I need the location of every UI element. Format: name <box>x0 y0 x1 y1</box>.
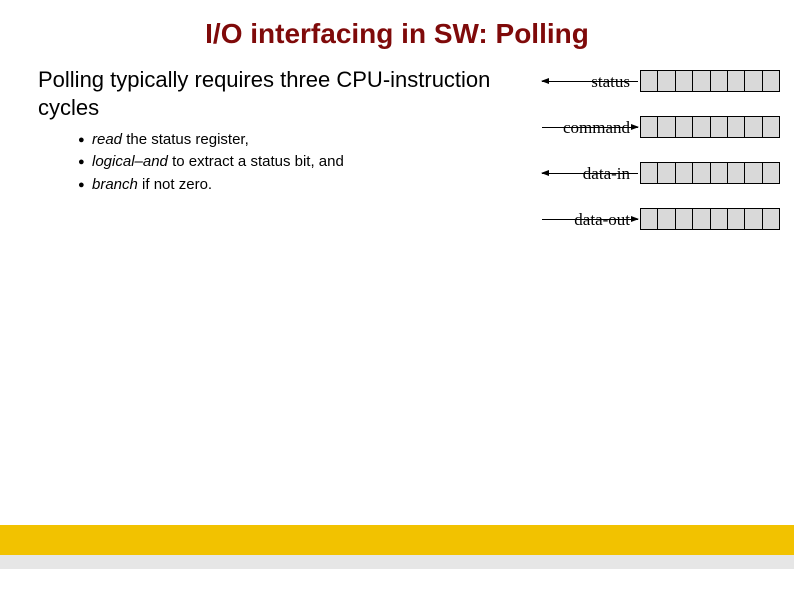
bullet-item: ●read the status register, <box>78 130 518 150</box>
bullet-text: read the status register, <box>92 130 518 150</box>
register-cell <box>658 209 675 229</box>
register-cell <box>763 163 779 183</box>
register-cell <box>745 163 762 183</box>
register-cell <box>658 117 675 137</box>
register-cell <box>676 117 693 137</box>
register-cell <box>641 71 658 91</box>
register-box <box>640 162 780 184</box>
register-label: command <box>540 118 630 138</box>
bullet-text: branch if not zero. <box>92 175 518 195</box>
register-cell <box>641 117 658 137</box>
arrow-right-icon <box>542 219 638 220</box>
register-box <box>640 116 780 138</box>
register-row: data-in <box>540 162 790 186</box>
register-row: status <box>540 70 790 94</box>
register-label: data-out <box>540 210 630 230</box>
register-row: command <box>540 116 790 140</box>
register-cell <box>641 163 658 183</box>
register-cell <box>641 209 658 229</box>
register-cell <box>711 209 728 229</box>
bullet-dot-icon: ● <box>78 130 92 150</box>
register-cell <box>745 71 762 91</box>
register-cell <box>745 209 762 229</box>
register-cell <box>658 163 675 183</box>
register-cell <box>693 117 710 137</box>
bullet-dot-icon: ● <box>78 152 92 172</box>
register-cell <box>763 71 779 91</box>
bullet-item: ●branch if not zero. <box>78 175 518 195</box>
lead-text: Polling typically requires three CPU-ins… <box>38 66 538 121</box>
register-cell <box>676 71 693 91</box>
register-box <box>640 70 780 92</box>
arrow-right-icon <box>542 127 638 128</box>
register-cell <box>745 117 762 137</box>
register-label: status <box>540 72 630 92</box>
arrow-left-icon <box>542 173 638 174</box>
bullet-dot-icon: ● <box>78 175 92 195</box>
register-cell <box>693 163 710 183</box>
register-cell <box>763 117 779 137</box>
register-cell <box>676 209 693 229</box>
register-cell <box>711 117 728 137</box>
bullet-item: ●logical–and to extract a status bit, an… <box>78 152 518 172</box>
register-cell <box>711 163 728 183</box>
arrow-left-icon <box>542 81 638 82</box>
register-cell <box>728 71 745 91</box>
register-label: data-in <box>540 164 630 184</box>
bullet-text: logical–and to extract a status bit, and <box>92 152 518 172</box>
register-cell <box>693 71 710 91</box>
footer-bar-grey <box>0 555 794 569</box>
register-cell <box>658 71 675 91</box>
slide-title: I/O interfacing in SW: Polling <box>0 18 794 50</box>
footer-bar-gold <box>0 525 794 555</box>
register-box <box>640 208 780 230</box>
register-cell <box>728 163 745 183</box>
register-diagram: status command data-in data-out <box>540 70 790 254</box>
register-cell <box>693 209 710 229</box>
bullet-list: ●read the status register,●logical–and t… <box>78 130 518 197</box>
register-cell <box>728 209 745 229</box>
register-cell <box>711 71 728 91</box>
register-row: data-out <box>540 208 790 232</box>
register-cell <box>676 163 693 183</box>
register-cell <box>728 117 745 137</box>
register-cell <box>763 209 779 229</box>
